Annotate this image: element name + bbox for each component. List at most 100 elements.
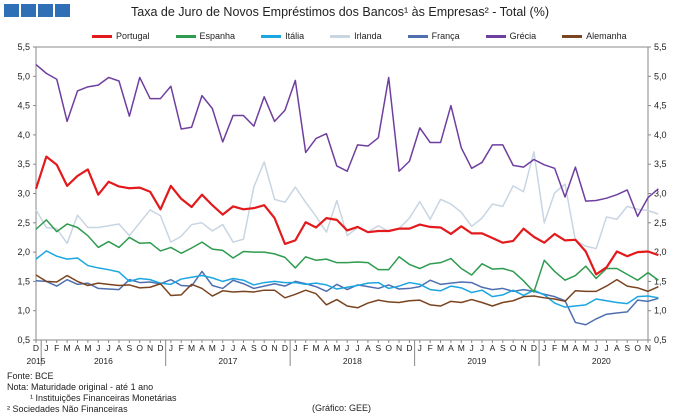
x-tick-label: O (634, 343, 641, 353)
y-tick-label-left: 1,0 (17, 306, 30, 316)
x-tick-label: M (333, 343, 340, 353)
y-tick-label-left: 5,0 (17, 71, 30, 81)
legend-item: Espanha (175, 31, 236, 41)
legend-item: Irlanda (330, 31, 382, 41)
x-tick-label: J (169, 343, 173, 353)
x-tick-label: D (157, 343, 163, 353)
x-tick-label: A (448, 343, 454, 353)
maturity-note: Nota: Maturidade original - até 1 ano (7, 382, 154, 392)
x-tick-label: M (188, 343, 195, 353)
legend-swatch (330, 34, 351, 38)
y-tick-label-right: 5,0 (654, 71, 667, 81)
x-tick-label: M (437, 343, 444, 353)
chart-title: Taxa de Juro de Novos Empréstimos dos Ba… (131, 5, 549, 19)
x-tick-label: J (594, 343, 598, 353)
x-tick-label: A (614, 343, 620, 353)
y-tick-label-left: 4,5 (17, 101, 30, 111)
x-tick-label: A (490, 343, 496, 353)
logo-block (4, 4, 19, 17)
source-note: Fonte: BCE (7, 371, 54, 381)
y-tick-label-left: 0,5 (17, 335, 30, 345)
x-tick-label: J (106, 343, 110, 353)
y-tick-label-left: 3,5 (17, 159, 30, 169)
y-tick-label-left: 3,0 (17, 189, 30, 199)
x-tick-label: D (406, 343, 412, 353)
y-tick-label-right: 2,0 (654, 247, 667, 257)
year-label: 2016 (94, 356, 113, 366)
legend-item: Alemanha (562, 31, 627, 41)
y-tick-label-right: 3,5 (654, 159, 667, 169)
x-tick-label: D (282, 343, 288, 353)
x-tick-label: A (365, 343, 371, 353)
x-tick-label: J (221, 343, 225, 353)
y-tick-label-left: 4,0 (17, 130, 30, 140)
x-tick-label: M (64, 343, 71, 353)
x-tick-label: O (510, 343, 517, 353)
x-tick-label: M (209, 343, 216, 353)
year-label: 2017 (218, 356, 237, 366)
x-tick-label: S (251, 343, 257, 353)
x-tick-label: N (520, 343, 526, 353)
legend-label: Irlanda (354, 31, 382, 41)
year-label: 2018 (343, 356, 362, 366)
x-tick-label: S (624, 343, 630, 353)
year-label: 2019 (467, 356, 486, 366)
legend-item: Itália (261, 31, 304, 41)
y-tick-label-right: 1,5 (654, 276, 667, 286)
legend-item: Grécia (485, 31, 537, 41)
x-tick-label: M (582, 343, 589, 353)
series-line-espanha (35, 219, 659, 293)
x-tick-label: J (231, 343, 235, 353)
y-tick-label-left: 1,5 (17, 276, 30, 286)
x-tick-label: F (54, 343, 59, 353)
x-tick-label: J (418, 343, 422, 353)
x-tick-label: J (355, 343, 359, 353)
footnote-1: ¹ Instituições Financeiras Monetárias (30, 393, 177, 403)
x-tick-label: J (345, 343, 349, 353)
legend-swatch (92, 34, 112, 38)
series-line-portugal (34, 155, 659, 276)
x-tick-label: N (645, 343, 651, 353)
x-tick-label: A (75, 343, 81, 353)
x-tick-label: D (33, 343, 39, 353)
x-tick-label: S (127, 343, 133, 353)
y-tick-label-right: 4,0 (654, 130, 667, 140)
x-tick-label: O (261, 343, 268, 353)
series-line-alemanha (35, 274, 659, 309)
y-tick-label-left: 2,5 (17, 218, 30, 228)
x-tick-label: J (293, 343, 297, 353)
plot-frame (35, 46, 649, 341)
y-tick-label-right: 5,5 (654, 42, 667, 52)
x-tick-label: S (375, 343, 381, 353)
x-tick-label: M (84, 343, 91, 353)
logo-block (55, 4, 70, 17)
x-tick-label: J (44, 343, 48, 353)
x-tick-label: A (324, 343, 330, 353)
legend-label: Alemanha (586, 31, 627, 41)
legend-swatch (407, 34, 428, 38)
y-tick-label-left: 5,5 (17, 42, 30, 52)
series-line-irlanda (35, 151, 659, 250)
legend-label: Espanha (199, 31, 236, 41)
legend-label: Grécia (509, 31, 537, 41)
x-tick-label: M (313, 343, 320, 353)
series-line-itália (35, 250, 659, 308)
chart-legend: Portugal Espanha Itália Irlanda França Grécia… (92, 31, 653, 41)
logo-block (21, 4, 36, 17)
legend-item: França (407, 31, 460, 41)
footnote-2: ² Sociedades Não Financeiras (7, 404, 128, 414)
x-tick-label: S (500, 343, 506, 353)
legend-swatch (175, 34, 196, 38)
x-tick-label: N (147, 343, 153, 353)
series-line-grécia (35, 64, 659, 218)
series-line-frança (35, 270, 659, 326)
x-tick-label: A (573, 343, 579, 353)
x-tick-label: F (303, 343, 308, 353)
legend-swatch (485, 34, 506, 38)
legend-label: Itália (285, 31, 305, 41)
x-tick-label: F (179, 343, 184, 353)
x-tick-label: N (272, 343, 278, 353)
year-label: 2015 (27, 356, 46, 366)
x-tick-label: F (428, 343, 433, 353)
